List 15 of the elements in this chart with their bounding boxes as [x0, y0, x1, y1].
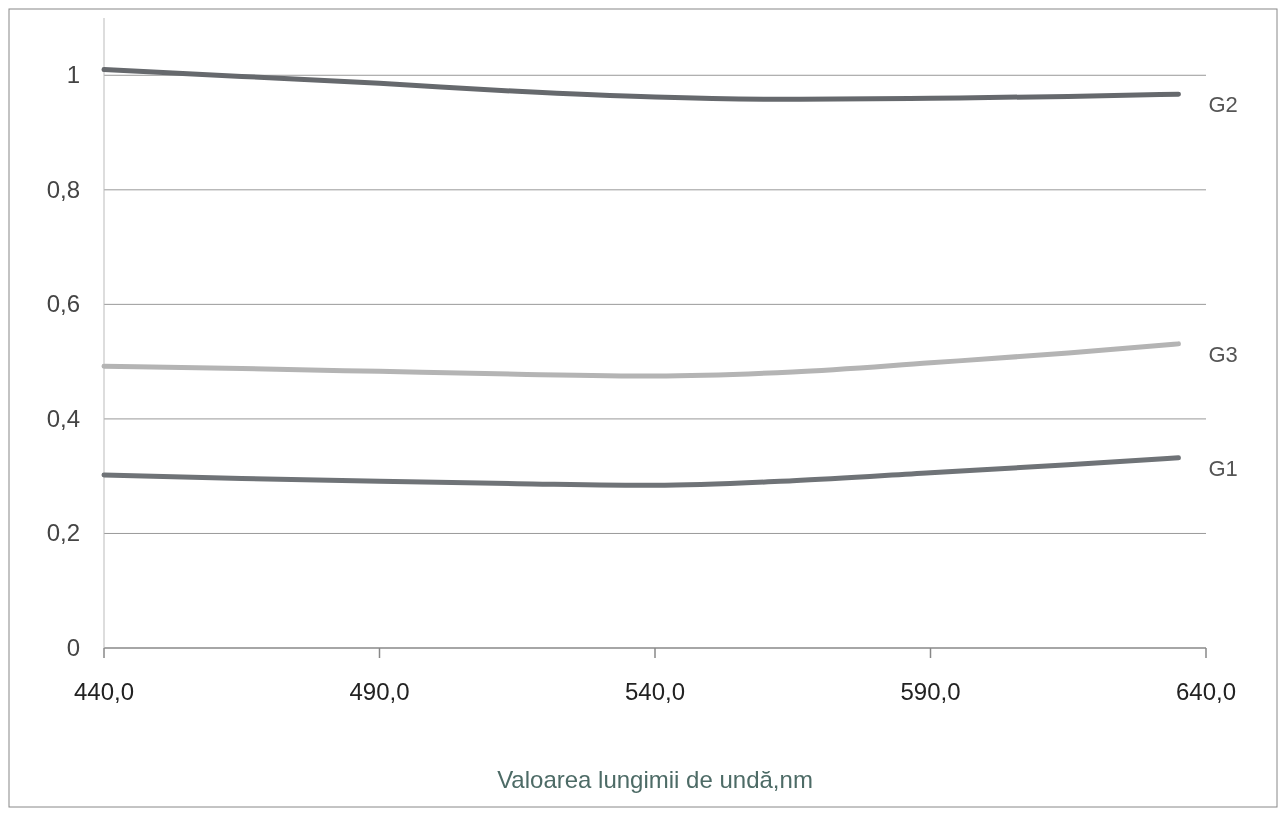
- y-tick-label: 0,2: [46, 519, 80, 547]
- y-tick-label: 0,8: [46, 175, 80, 203]
- x-tick-label: 590,0: [900, 678, 961, 705]
- series-label: G2: [1208, 92, 1238, 118]
- y-tick-label: 1: [66, 61, 80, 89]
- x-axis-title: Valoarea lungimii de undă,nm: [497, 766, 813, 793]
- series-label: G1: [1208, 455, 1238, 481]
- series-label: G3: [1208, 341, 1238, 367]
- y-tick-label: 0,6: [46, 290, 80, 318]
- y-tick-label: 0: [66, 634, 80, 661]
- x-tick-label: 490,0: [349, 678, 410, 705]
- x-tick-label: 540,0: [624, 678, 686, 705]
- y-tick-label: 0,4: [46, 404, 80, 432]
- x-tick-label: 440,0: [73, 678, 135, 705]
- x-tick-label: 640,0: [1175, 678, 1237, 705]
